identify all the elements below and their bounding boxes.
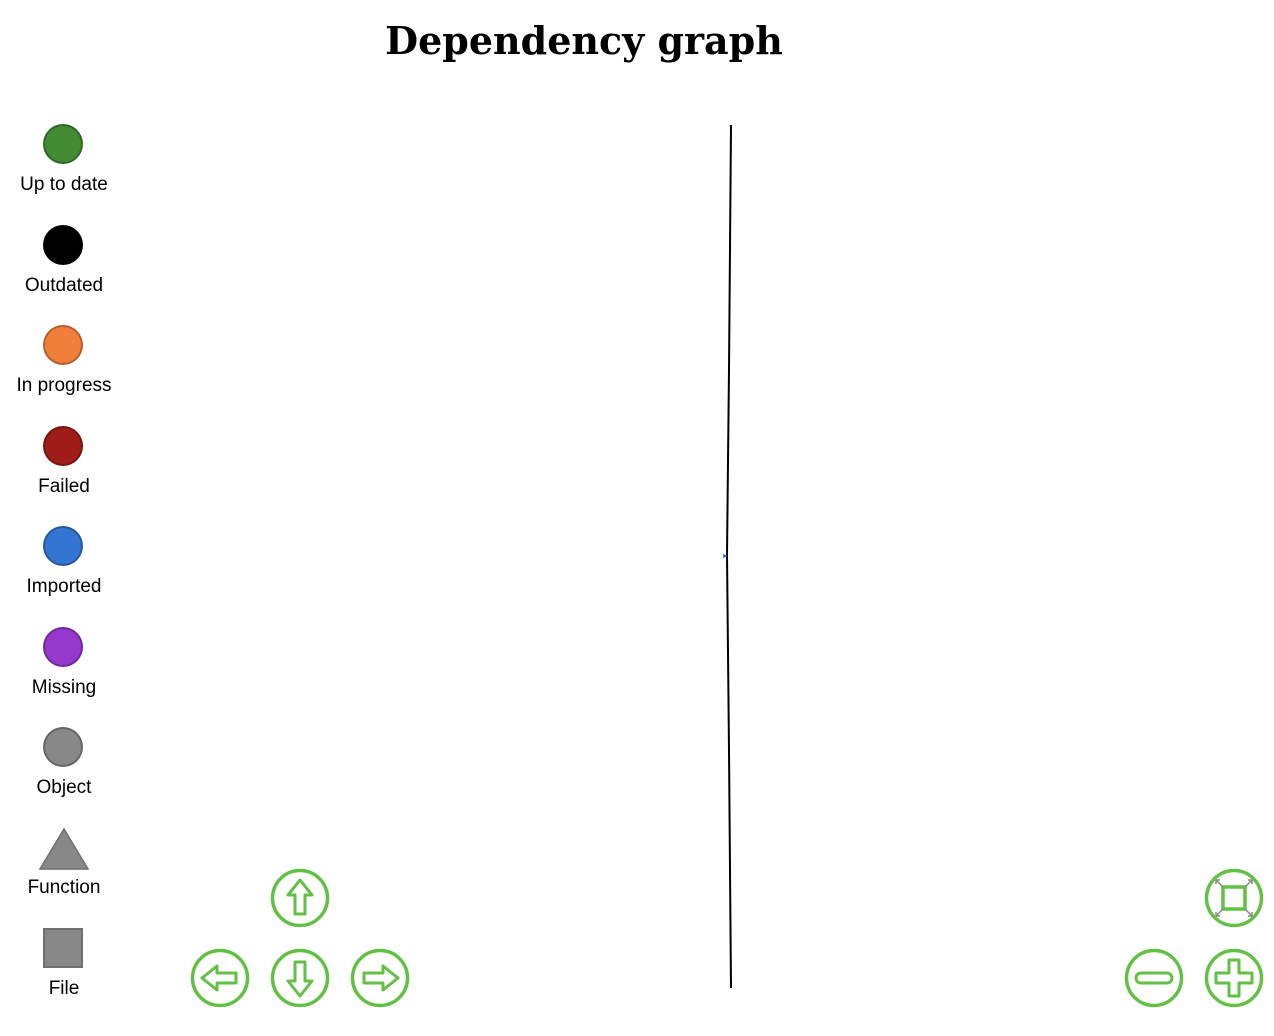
legend-label-missing: Missing	[31, 677, 97, 698]
pan-right-button[interactable]	[350, 948, 410, 1008]
arrow-left-icon	[190, 948, 250, 1008]
legend-label-in-progress: In progress	[16, 375, 112, 396]
arrow-down-icon	[270, 948, 330, 1008]
minus-icon	[1124, 948, 1184, 1008]
arrow-right-icon	[350, 948, 410, 1008]
legend-label-function: Function	[27, 877, 101, 898]
function-triangle-icon	[38, 827, 90, 870]
zoom-fit-button[interactable]	[1204, 868, 1264, 928]
failed-circle-icon	[43, 426, 83, 466]
page-title: Dependency graph	[385, 18, 783, 63]
zoom-in-button[interactable]	[1204, 948, 1264, 1008]
imported-circle-icon	[43, 526, 83, 566]
outdated-circle-icon	[43, 225, 83, 265]
legend-label-object: Object	[36, 777, 92, 798]
legend-item-up-to-date: Up to date	[0, 124, 128, 214]
file-square-icon	[43, 928, 83, 968]
object-circle-icon	[43, 727, 83, 767]
legend-label-up-to-date: Up to date	[20, 174, 108, 195]
legend-item-function: Function	[0, 827, 128, 917]
pan-up-button[interactable]	[270, 868, 330, 928]
legend-item-missing: Missing	[0, 627, 128, 717]
legend-item-in-progress: In progress	[0, 325, 128, 415]
legend-item-failed: Failed	[0, 426, 128, 516]
legend-label-file: File	[48, 978, 80, 999]
legend-label-failed: Failed	[38, 476, 90, 497]
legend-item-object: Object	[0, 727, 128, 817]
legend-item-file: File	[0, 928, 128, 1018]
pan-down-button[interactable]	[270, 948, 330, 1008]
plus-icon	[1204, 948, 1264, 1008]
arrow-up-icon	[270, 868, 330, 928]
graph-canvas[interactable]	[140, 110, 1274, 1010]
legend-label-outdated: Outdated	[24, 275, 104, 296]
legend-item-outdated: Outdated	[0, 225, 128, 315]
in-progress-circle-icon	[43, 325, 83, 365]
zoom-out-button[interactable]	[1124, 948, 1184, 1008]
up-to-date-circle-icon	[43, 124, 83, 164]
zoom-fit-icon	[1204, 868, 1264, 928]
legend-label-imported: Imported	[26, 576, 102, 597]
pan-left-button[interactable]	[190, 948, 250, 1008]
function-triangle-shape	[38, 827, 90, 870]
graph-edge	[725, 124, 732, 989]
legend-item-imported: Imported	[0, 526, 128, 616]
graph-node-marker[interactable]	[723, 554, 728, 558]
missing-circle-icon	[43, 627, 83, 667]
